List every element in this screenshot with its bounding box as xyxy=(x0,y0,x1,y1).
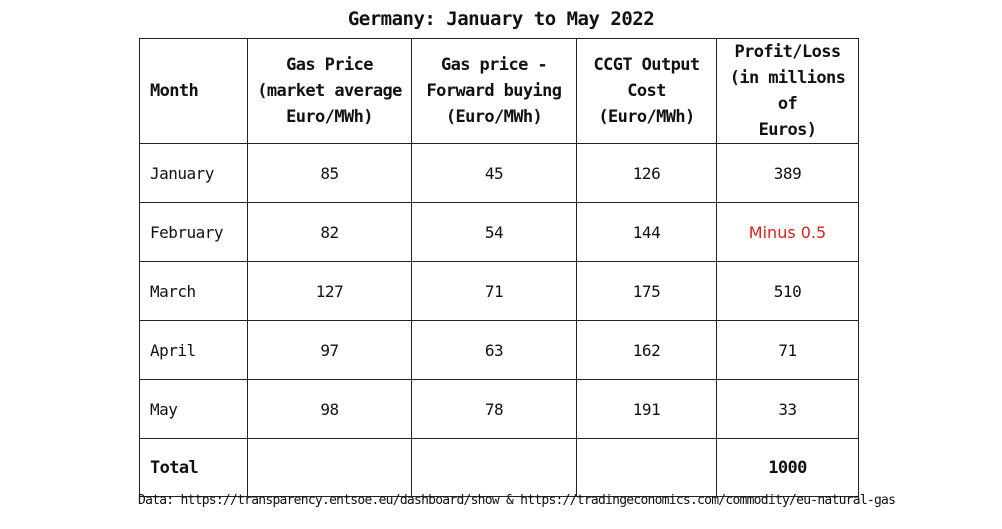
total-forward-price-cell xyxy=(411,438,577,497)
profit-loss-cell-negative: Minus 0.5 xyxy=(716,202,859,262)
column-header-ccgt-cost: CCGT Output Cost (Euro/MWh) xyxy=(576,38,717,144)
table-row: May 98 78 191 33 xyxy=(139,379,859,439)
header-row: Month Gas Price (market average Euro/MWh… xyxy=(139,38,859,144)
gas-price-cell: 85 xyxy=(247,143,412,203)
ccgt-cost-cell: 191 xyxy=(576,379,717,439)
forward-price-cell: 45 xyxy=(411,143,577,203)
profit-loss-cell: 71 xyxy=(716,320,859,380)
total-profit-loss-cell: 1000 xyxy=(716,438,859,497)
table-title: Germany: January to May 2022 xyxy=(347,8,655,30)
month-cell: January xyxy=(139,143,248,203)
total-label: Total xyxy=(139,438,248,497)
column-header-gas-price: Gas Price (market average Euro/MWh) xyxy=(247,38,412,144)
month-cell: March xyxy=(139,261,248,321)
data-source-note: Data: https://transparency.entsoe.eu/das… xyxy=(138,493,896,508)
total-gas-price-cell xyxy=(247,438,412,497)
month-cell: April xyxy=(139,320,248,380)
profit-loss-cell: 389 xyxy=(716,143,859,203)
profit-loss-cell: 510 xyxy=(716,261,859,321)
table-row: February 82 54 144 Minus 0.5 xyxy=(139,202,859,262)
gas-price-cell: 98 xyxy=(247,379,412,439)
month-cell: May xyxy=(139,379,248,439)
gas-price-cell: 97 xyxy=(247,320,412,380)
column-header-forward-buying: Gas price - Forward buying (Euro/MWh) xyxy=(411,38,577,144)
table-row: March 127 71 175 510 xyxy=(139,261,859,321)
ccgt-cost-cell: 175 xyxy=(576,261,717,321)
data-table: Month Gas Price (market average Euro/MWh… xyxy=(139,38,859,497)
ccgt-cost-cell: 144 xyxy=(576,202,717,262)
column-header-profit-loss: Profit/Loss (in millions of Euros) xyxy=(716,38,859,144)
total-ccgt-cost-cell xyxy=(576,438,717,497)
table-row: January 85 45 126 389 xyxy=(139,143,859,203)
total-row: Total 1000 xyxy=(139,438,859,497)
gas-price-cell: 127 xyxy=(247,261,412,321)
table-row: April 97 63 162 71 xyxy=(139,320,859,380)
forward-price-cell: 71 xyxy=(411,261,577,321)
ccgt-cost-cell: 162 xyxy=(576,320,717,380)
forward-price-cell: 78 xyxy=(411,379,577,439)
forward-price-cell: 54 xyxy=(411,202,577,262)
gas-price-cell: 82 xyxy=(247,202,412,262)
month-cell: February xyxy=(139,202,248,262)
profit-loss-cell: 33 xyxy=(716,379,859,439)
forward-price-cell: 63 xyxy=(411,320,577,380)
ccgt-cost-cell: 126 xyxy=(576,143,717,203)
column-header-month: Month xyxy=(139,38,248,144)
